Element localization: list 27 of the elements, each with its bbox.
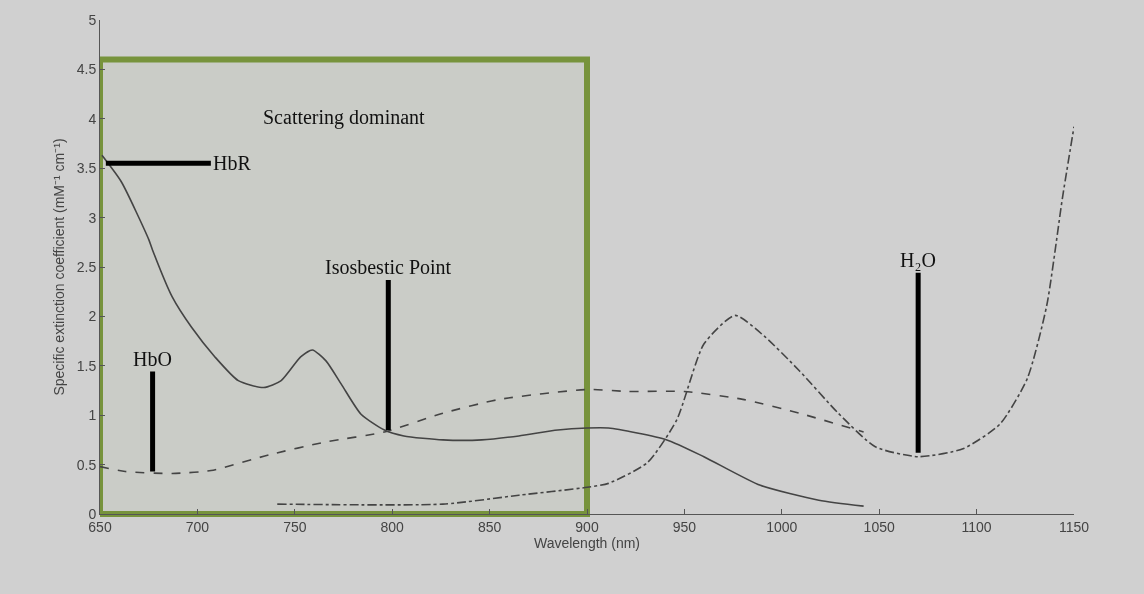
x-tick-label: 1150 bbox=[1058, 518, 1090, 535]
y-tick-label: 2.5 bbox=[76, 258, 97, 275]
y-axis-title: Specific extinction coefficient (mM⁻¹ cm⁻¹) bbox=[51, 138, 68, 396]
x-tick-label: 1050 bbox=[863, 518, 895, 535]
y-tick-label: 0.5 bbox=[76, 456, 97, 473]
annotation: Isosbestic Point bbox=[325, 256, 452, 278]
y-tick-label: 3 bbox=[88, 209, 97, 226]
y-tick-label: 1.5 bbox=[76, 357, 97, 374]
x-tick-label: 900 bbox=[575, 518, 599, 535]
y-tick-label: 4.5 bbox=[76, 61, 97, 78]
band-label: Scattering dominant bbox=[263, 106, 426, 129]
x-tick-label: 1100 bbox=[961, 518, 992, 535]
annotation: HbO bbox=[133, 348, 172, 370]
y-tick-label: 3.5 bbox=[76, 160, 97, 177]
annotation: H₂O bbox=[900, 249, 936, 271]
x-tick-label: 950 bbox=[672, 518, 697, 535]
x-tick-label: 800 bbox=[380, 518, 405, 535]
x-tick-label: 750 bbox=[283, 518, 307, 535]
x-axis-title: Wavelength (nm) bbox=[533, 535, 641, 552]
y-tick-label: 5 bbox=[88, 11, 97, 28]
y-tick-label: 2 bbox=[88, 308, 97, 325]
y-tick-label: 1 bbox=[88, 407, 97, 424]
annotation: HbR bbox=[213, 152, 252, 174]
x-tick-label: 1000 bbox=[766, 518, 798, 535]
x-tick-label: 850 bbox=[477, 518, 502, 535]
x-tick-label: 700 bbox=[185, 518, 210, 535]
y-tick-label: 4 bbox=[88, 110, 97, 127]
